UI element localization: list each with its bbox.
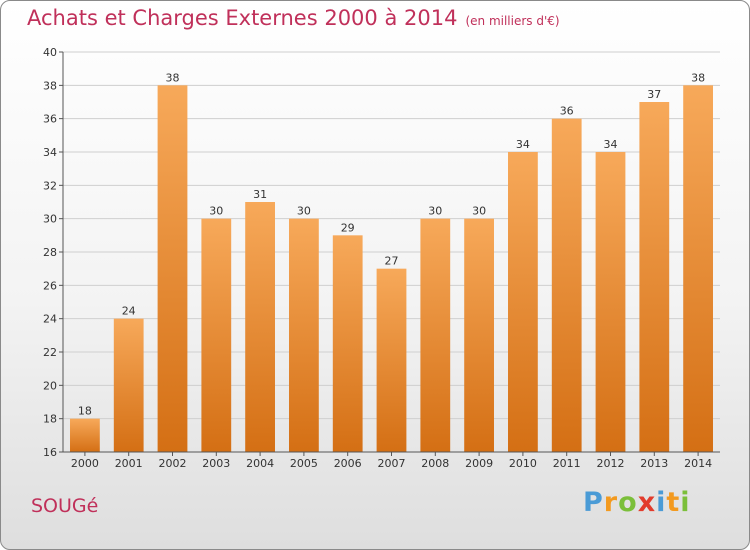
y-tick-label: 34: [43, 146, 57, 159]
commune-name: SOUGé: [31, 495, 99, 517]
data-label-2000: 18: [78, 405, 92, 418]
data-label-2009: 30: [472, 205, 486, 218]
y-tick-label: 32: [43, 179, 57, 192]
y-tick-label: 40: [43, 46, 57, 59]
data-label-2007: 27: [385, 255, 399, 268]
logo-letter: x: [637, 487, 657, 518]
bar-2000: [70, 418, 100, 452]
bar-2014: [683, 85, 713, 452]
bar-2012: [595, 152, 626, 452]
x-tick-label-2003: 2003: [202, 457, 230, 470]
data-label-2005: 30: [297, 205, 311, 218]
data-label-2003: 30: [209, 205, 223, 218]
y-tick-label: 24: [43, 313, 57, 326]
data-label-2002: 38: [166, 71, 180, 84]
data-label-2014: 38: [691, 71, 705, 84]
logo-letter: i: [680, 487, 691, 518]
bar-2006: [332, 235, 363, 452]
x-tick-label-2011: 2011: [553, 457, 581, 470]
x-tick-label-2009: 2009: [465, 457, 493, 470]
x-tick-label-2012: 2012: [597, 457, 625, 470]
bar-2010: [508, 152, 538, 452]
bar-2002: [157, 85, 188, 452]
y-tick-label: 38: [43, 79, 57, 92]
x-tick-label-2000: 2000: [71, 457, 99, 470]
x-tick-label-2014: 2014: [684, 457, 712, 470]
bar-2009: [464, 218, 494, 452]
x-tick-label-2001: 2001: [115, 457, 143, 470]
y-tick-label: 36: [43, 113, 57, 126]
data-label-2012: 34: [604, 138, 618, 151]
chart-title-text: Achats et Charges Externes 2000 à 2014: [27, 6, 458, 30]
y-tick-label: 30: [43, 213, 57, 226]
proxiti-logo: Proxiti: [583, 487, 691, 518]
y-tick-label: 16: [43, 446, 57, 459]
y-tick-label: 18: [43, 413, 57, 426]
x-tick-label-2007: 2007: [378, 457, 406, 470]
bar-2003: [201, 218, 232, 452]
x-tick-label-2013: 2013: [640, 457, 668, 470]
x-tick-label-2008: 2008: [421, 457, 449, 470]
chart-subtitle: (en milliers d'€): [465, 14, 560, 28]
data-label-2004: 31: [253, 188, 267, 201]
logo-letter: r: [603, 487, 619, 518]
x-tick-label-2004: 2004: [246, 457, 274, 470]
x-tick-label-2002: 2002: [159, 457, 187, 470]
bar-2001: [113, 318, 144, 452]
logo-letter: i: [656, 487, 667, 518]
data-label-2001: 24: [122, 305, 136, 318]
x-tick-label-2010: 2010: [509, 457, 537, 470]
bar-2007: [376, 268, 407, 452]
data-label-2013: 37: [647, 88, 661, 101]
data-label-2011: 36: [560, 105, 574, 118]
data-label-2008: 30: [428, 205, 442, 218]
y-tick-label: 22: [43, 346, 57, 359]
x-tick-label-2005: 2005: [290, 457, 318, 470]
logo-letter: t: [666, 487, 681, 518]
bar-2011: [551, 118, 582, 453]
y-tick-label: 28: [43, 246, 57, 259]
bar-2005: [289, 218, 319, 452]
x-tick-label-2006: 2006: [334, 457, 362, 470]
logo-letter: P: [583, 487, 604, 518]
bar-2013: [639, 102, 670, 452]
data-label-2006: 29: [341, 221, 355, 234]
bar-2004: [245, 202, 275, 452]
chart-title: Achats et Charges Externes 2000 à 2014 (e…: [27, 6, 560, 30]
data-label-2010: 34: [516, 138, 530, 151]
y-tick-label: 20: [43, 379, 57, 392]
logo-letter: o: [618, 487, 638, 518]
bar-2008: [420, 218, 451, 452]
y-tick-label: 26: [43, 279, 57, 292]
